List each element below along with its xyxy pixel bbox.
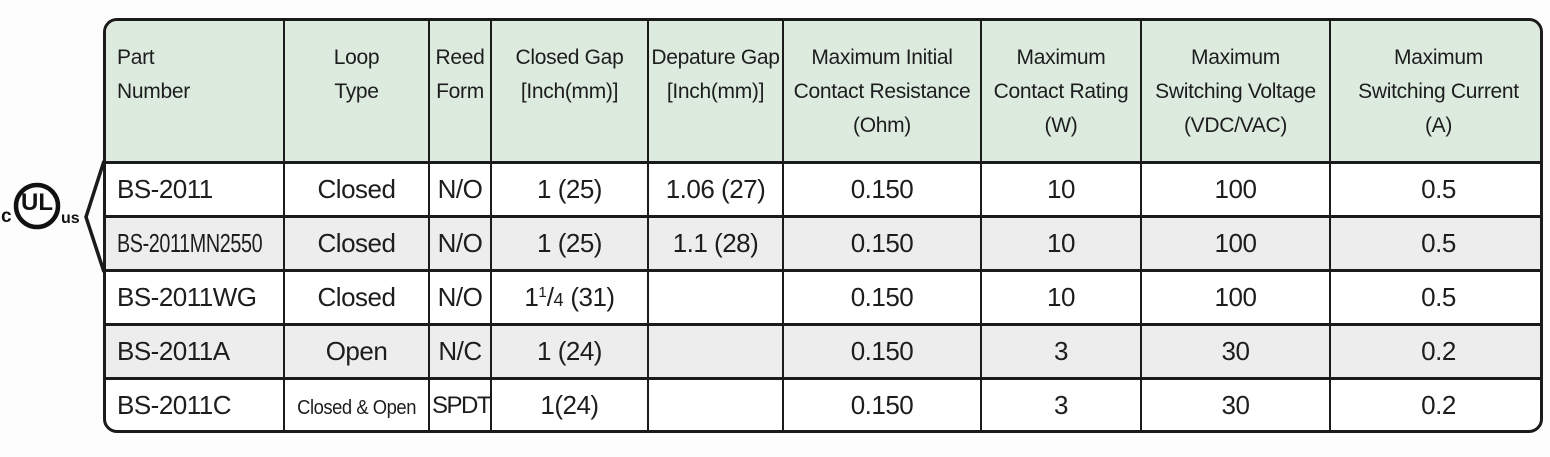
cell-departure_gap xyxy=(647,268,783,324)
table-row: BS-2011 Closed N/O 1 (25) 1.06 (27) 0.150 10 10… xyxy=(106,160,1540,216)
table-row: BS-2011MN2550 Closed N/O 1 (25) 1.1 (28) 0.15… xyxy=(106,214,1540,270)
cell-closed_gap: 11/4 (31) xyxy=(490,268,648,324)
cell-max_initial_contact_resistance: 0.150 xyxy=(782,214,981,270)
ul-logo-us-label: us xyxy=(61,210,80,227)
cell-max_contact_rating: 3 xyxy=(980,322,1141,378)
cell-reed_form: SPDT xyxy=(428,376,492,430)
column-header-max_switching_voltage: Maximum Switching Voltage (VDC/VAC) xyxy=(1140,21,1330,164)
cell-max_contact_rating: 10 xyxy=(980,268,1141,324)
cell-max_switching_voltage: 30 xyxy=(1140,322,1330,378)
cell-reed_form: N/O xyxy=(428,214,491,270)
cell-max_initial_contact_resistance: 0.150 xyxy=(782,268,981,324)
cell-max_switching_current: 0.2 xyxy=(1329,376,1540,430)
cell-max_contact_rating: 10 xyxy=(980,160,1141,216)
cell-part_number: BS-2011 xyxy=(106,160,284,216)
column-header-max_contact_rating: Maximum Contact Rating (W) xyxy=(980,21,1141,164)
fraction-part: 4 xyxy=(553,289,564,310)
spec-table-container: Part Number Loop Type Reed Form Closed Gap … xyxy=(103,18,1543,433)
fraction-part: / xyxy=(546,281,554,312)
cell-loop_type: Closed & Open xyxy=(283,376,429,430)
ul-logo-c-label: c xyxy=(1,206,12,227)
cell-reed_form: N/O xyxy=(428,160,491,216)
table-row: BS-2011A Open N/C 1 (24) 0.150 3 30 0.2 xyxy=(106,322,1540,378)
cell-max_switching_current: 0.5 xyxy=(1329,160,1540,216)
cell-part_number: BS-2011WG xyxy=(106,268,284,324)
cell-max_switching_current: 0.5 xyxy=(1329,268,1540,324)
column-header-loop_type: Loop Type xyxy=(283,21,429,164)
cell-part_number: BS-2011MN2550 xyxy=(106,214,284,270)
cell-part_number: BS-2011A xyxy=(106,322,284,378)
column-header-max_switching_current: Maximum Switching Current (A) xyxy=(1329,21,1540,164)
ul-logo-u-l-icon: UL xyxy=(21,189,53,216)
cell-max_contact_rating: 10 xyxy=(980,214,1141,270)
spec-table: Part Number Loop Type Reed Form Closed Gap … xyxy=(106,21,1540,430)
part-number-text: BS-2011MN2550 xyxy=(117,227,263,258)
cell-closed_gap: 1 (24) xyxy=(490,322,648,378)
cell-max_contact_rating: 3 xyxy=(980,376,1141,430)
cell-loop_type: Closed xyxy=(283,214,429,270)
loop-type-text: Closed & Open xyxy=(297,397,416,420)
column-header-departure_gap: Depature Gap [Inch(mm)] xyxy=(647,21,783,164)
cell-max_initial_contact_resistance: 0.150 xyxy=(782,376,981,430)
cell-closed_gap: 1 (25) xyxy=(490,214,648,270)
cell-max_switching_voltage: 100 xyxy=(1140,214,1330,270)
cell-departure_gap: 1.06 (27) xyxy=(647,160,783,216)
ul-logo-circle xyxy=(13,182,61,230)
table-row: BS-2011C Closed & Open SPDT 1(24) 0.150 3 30 0.… xyxy=(106,376,1540,430)
spec-table-body: BS-2011 Closed N/O 1 (25) 1.06 (27) 0.150 10 10… xyxy=(106,160,1540,430)
cell-closed_gap: 1(24) xyxy=(490,376,648,430)
fraction-part: (31) xyxy=(563,281,615,312)
cell-part_number: BS-2011C xyxy=(106,376,284,430)
fraction-part: 1 xyxy=(538,283,547,301)
cell-departure_gap xyxy=(647,376,783,430)
ul-rows-bracket xyxy=(84,160,106,273)
spec-table-header: Part Number Loop Type Reed Form Closed Gap … xyxy=(106,21,1540,164)
header-row: Part Number Loop Type Reed Form Closed Gap … xyxy=(106,21,1540,164)
cell-loop_type: Closed xyxy=(283,268,429,324)
column-header-part_number: Part Number xyxy=(106,21,284,164)
fraction-part: 1 xyxy=(524,281,539,312)
cell-loop_type: Closed xyxy=(283,160,429,216)
cell-departure_gap: 1.1 (28) xyxy=(647,214,783,270)
cell-reed_form: N/O xyxy=(428,268,491,324)
table-row: BS-2011WG Closed N/O 11/4 (31) 0.150 10 100 0.5 xyxy=(106,268,1540,324)
cell-max_switching_current: 0.5 xyxy=(1329,214,1540,270)
column-header-reed_form: Reed Form xyxy=(428,21,491,164)
cell-reed_form: N/C xyxy=(428,322,491,378)
column-header-closed_gap: Closed Gap [Inch(mm)] xyxy=(490,21,648,164)
cell-loop_type: Open xyxy=(283,322,429,378)
cell-max_initial_contact_resistance: 0.150 xyxy=(782,322,981,378)
cell-max_switching_voltage: 100 xyxy=(1140,160,1330,216)
column-header-max_initial_contact_resistance: Maximum Initial Contact Resistance (Ohm) xyxy=(782,21,981,164)
cell-closed_gap: 1 (25) xyxy=(490,160,648,216)
cell-departure_gap xyxy=(647,322,783,378)
cell-max_switching_voltage: 30 xyxy=(1140,376,1330,430)
cell-max_switching_voltage: 100 xyxy=(1140,268,1330,324)
cell-max_initial_contact_resistance: 0.150 xyxy=(782,160,981,216)
cell-max_switching_current: 0.2 xyxy=(1329,322,1540,378)
